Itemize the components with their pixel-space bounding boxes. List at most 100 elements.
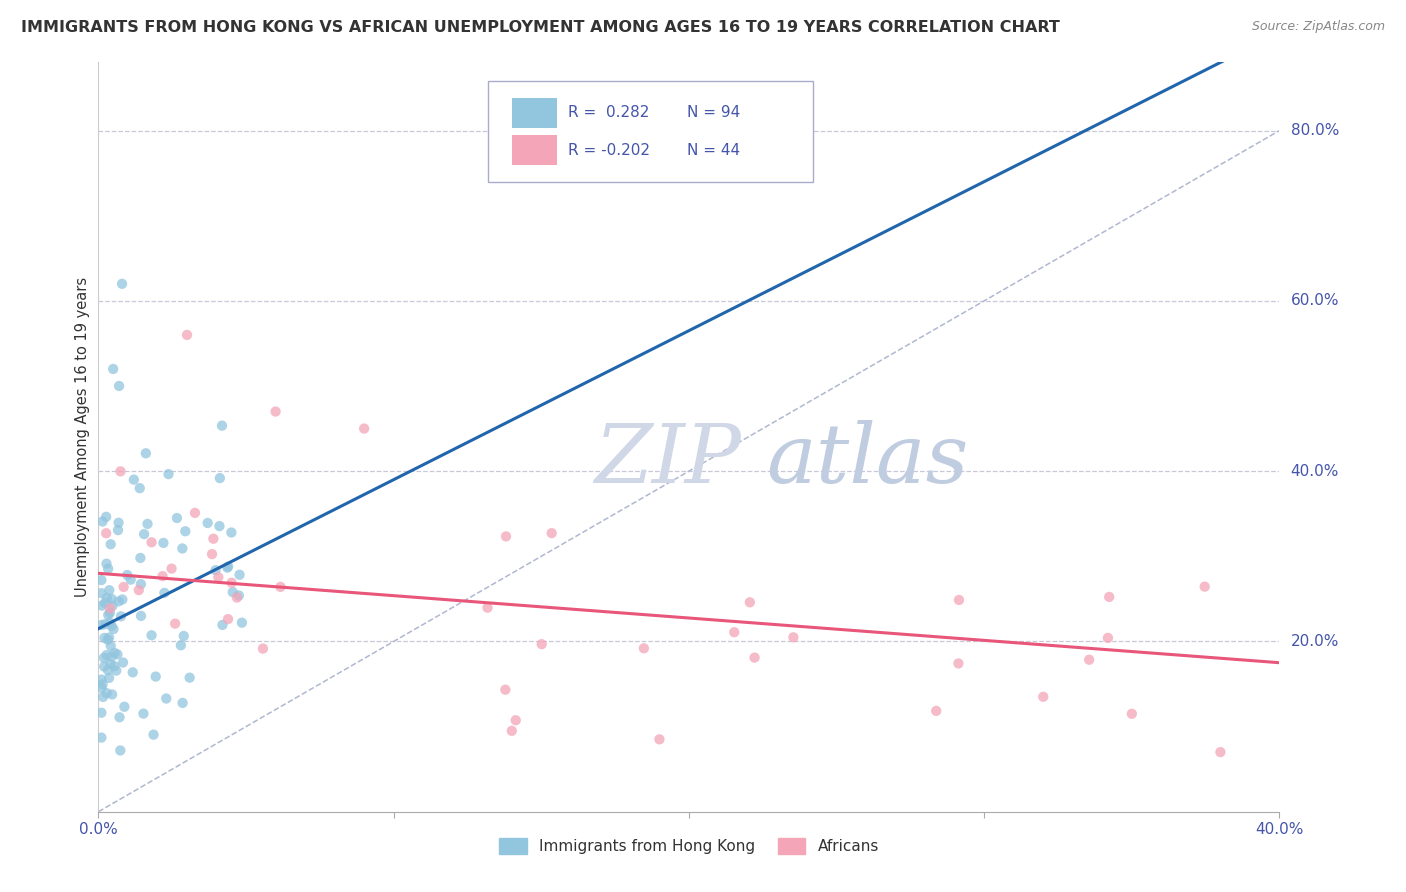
Point [142, 728, 165, 742]
Point [501, 723, 523, 738]
Point [96, 686, 118, 700]
Point [948, 657, 970, 671]
Point [128, 481, 150, 495]
Point [221, 575, 243, 590]
Point [160, 561, 183, 575]
Point [152, 536, 174, 550]
Point [132, 706, 155, 721]
Point [228, 589, 250, 603]
Point [264, 404, 287, 418]
Point [107, 516, 129, 530]
Point [100, 591, 122, 606]
Point [100, 649, 122, 664]
Point [208, 471, 231, 485]
Point [112, 699, 135, 714]
Point [91, 599, 114, 613]
Point [111, 592, 134, 607]
Point [112, 580, 135, 594]
Point [94, 526, 117, 541]
Point [211, 618, 233, 632]
Point [108, 710, 131, 724]
Point [153, 586, 176, 600]
Text: R = -0.202: R = -0.202 [568, 143, 651, 158]
Point [135, 446, 157, 460]
Point [98, 631, 121, 645]
Point [217, 560, 239, 574]
Point [94, 509, 117, 524]
Point [101, 688, 124, 702]
Point [94, 617, 117, 632]
Point [165, 616, 187, 631]
Point [97, 632, 120, 647]
Point [103, 659, 125, 673]
Point [128, 583, 150, 598]
Point [505, 713, 527, 727]
Point [948, 593, 970, 607]
Point [96, 557, 118, 571]
Point [129, 577, 152, 591]
Point [738, 595, 761, 609]
Point [530, 637, 553, 651]
Point [170, 638, 193, 652]
Point [226, 591, 249, 605]
Point [98, 606, 121, 620]
Point [98, 615, 121, 630]
Point [96, 591, 118, 605]
Text: R =  0.282: R = 0.282 [568, 105, 650, 120]
Point [269, 580, 291, 594]
Point [173, 629, 195, 643]
Point [201, 547, 224, 561]
Text: Source: ZipAtlas.com: Source: ZipAtlas.com [1251, 20, 1385, 33]
Point [174, 524, 197, 539]
Point [1097, 631, 1119, 645]
FancyBboxPatch shape [488, 81, 813, 182]
Point [228, 567, 250, 582]
Bar [512, 97, 557, 128]
Point [207, 570, 229, 584]
Text: N = 44: N = 44 [686, 143, 740, 158]
Text: 20.0%: 20.0% [1291, 634, 1339, 648]
Point [744, 650, 766, 665]
Point [141, 535, 163, 549]
Point [494, 682, 516, 697]
Point [90, 586, 112, 600]
Point [925, 704, 948, 718]
Point [132, 527, 155, 541]
Text: 40.0%: 40.0% [1291, 464, 1339, 479]
Point [1209, 745, 1232, 759]
Point [97, 607, 120, 622]
Point [94, 596, 117, 610]
Point [91, 515, 114, 529]
Point [90, 673, 112, 687]
Point [211, 418, 233, 433]
Point [100, 639, 122, 653]
Point [184, 506, 207, 520]
Point [90, 681, 112, 695]
Point [103, 622, 125, 636]
Point [723, 625, 745, 640]
Point [155, 691, 177, 706]
Text: N = 94: N = 94 [686, 105, 740, 120]
Point [111, 277, 134, 291]
Point [208, 519, 231, 533]
Point [353, 421, 375, 435]
Point [121, 665, 143, 680]
Y-axis label: Unemployment Among Ages 16 to 19 years: Unemployment Among Ages 16 to 19 years [75, 277, 90, 597]
Text: IMMIGRANTS FROM HONG KONG VS AFRICAN UNEMPLOYMENT AMONG AGES 16 TO 19 YEARS CORR: IMMIGRANTS FROM HONG KONG VS AFRICAN UNE… [21, 20, 1060, 35]
Point [136, 516, 159, 531]
Point [103, 362, 125, 376]
Point [98, 583, 121, 598]
Point [217, 612, 239, 626]
Point [104, 646, 127, 660]
Point [172, 696, 194, 710]
Point [107, 594, 129, 608]
Point [96, 648, 118, 662]
Point [540, 526, 562, 541]
Point [110, 743, 132, 757]
Point [172, 541, 194, 556]
Point [1078, 653, 1101, 667]
Text: atlas: atlas [766, 419, 969, 500]
Point [111, 656, 134, 670]
Point [100, 657, 122, 671]
Point [105, 648, 128, 662]
